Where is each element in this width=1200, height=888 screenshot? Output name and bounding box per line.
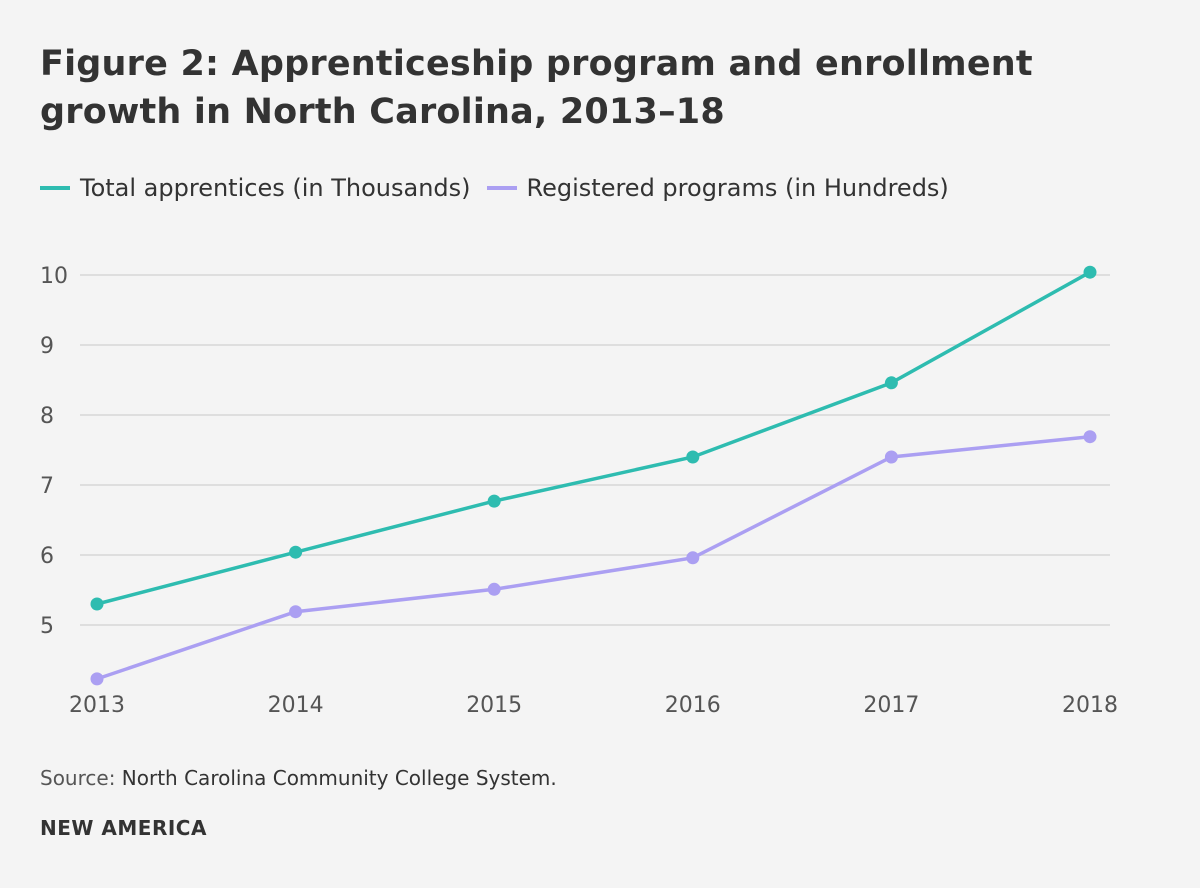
y-tick-label: 5 <box>40 614 54 639</box>
source-label: Source: <box>40 766 116 790</box>
x-tick-label: 2015 <box>466 693 522 718</box>
x-tick-label: 2016 <box>665 693 721 718</box>
data-point <box>686 450 700 464</box>
y-tick-label: 9 <box>40 334 54 359</box>
series-line-1 <box>96 434 1091 681</box>
source-text: North Carolina Community College System. <box>121 766 557 790</box>
x-tick-label: 2014 <box>268 693 324 718</box>
x-tick-label: 2017 <box>863 693 919 718</box>
source-note: Source: North Carolina Community College… <box>40 766 557 790</box>
legend-swatch <box>40 186 70 190</box>
data-point <box>289 545 303 559</box>
brand-logo: NEW AMERICA <box>40 816 207 840</box>
y-tick-label: 7 <box>40 474 54 499</box>
data-point <box>1083 265 1097 279</box>
data-point <box>487 582 501 596</box>
y-tick-label: 8 <box>40 404 54 429</box>
y-tick-label: 10 <box>40 264 68 289</box>
legend-item-programs: Registered programs (in Hundreds) <box>486 174 949 202</box>
chart-title: Figure 2: Apprenticeship program and enr… <box>40 44 1033 132</box>
data-point <box>884 450 898 464</box>
y-tick-label: 6 <box>40 544 54 569</box>
data-point <box>90 672 104 686</box>
legend-item-apprentices: Total apprentices (in Thousands) <box>40 174 471 202</box>
legend-label: Total apprentices (in Thousands) <box>80 174 471 202</box>
data-point <box>686 551 700 565</box>
series-line-0 <box>96 270 1091 606</box>
data-point <box>487 494 501 508</box>
legend-label: Registered programs (in Hundreds) <box>526 174 949 202</box>
data-point <box>884 376 898 390</box>
legend: Total apprentices (in Thousands) Registe… <box>40 174 965 202</box>
x-tick-label: 2013 <box>69 693 125 718</box>
data-point <box>90 597 104 611</box>
data-point <box>1083 430 1097 444</box>
x-tick-label: 2018 <box>1062 693 1118 718</box>
legend-swatch <box>486 186 517 190</box>
data-point <box>289 605 303 619</box>
